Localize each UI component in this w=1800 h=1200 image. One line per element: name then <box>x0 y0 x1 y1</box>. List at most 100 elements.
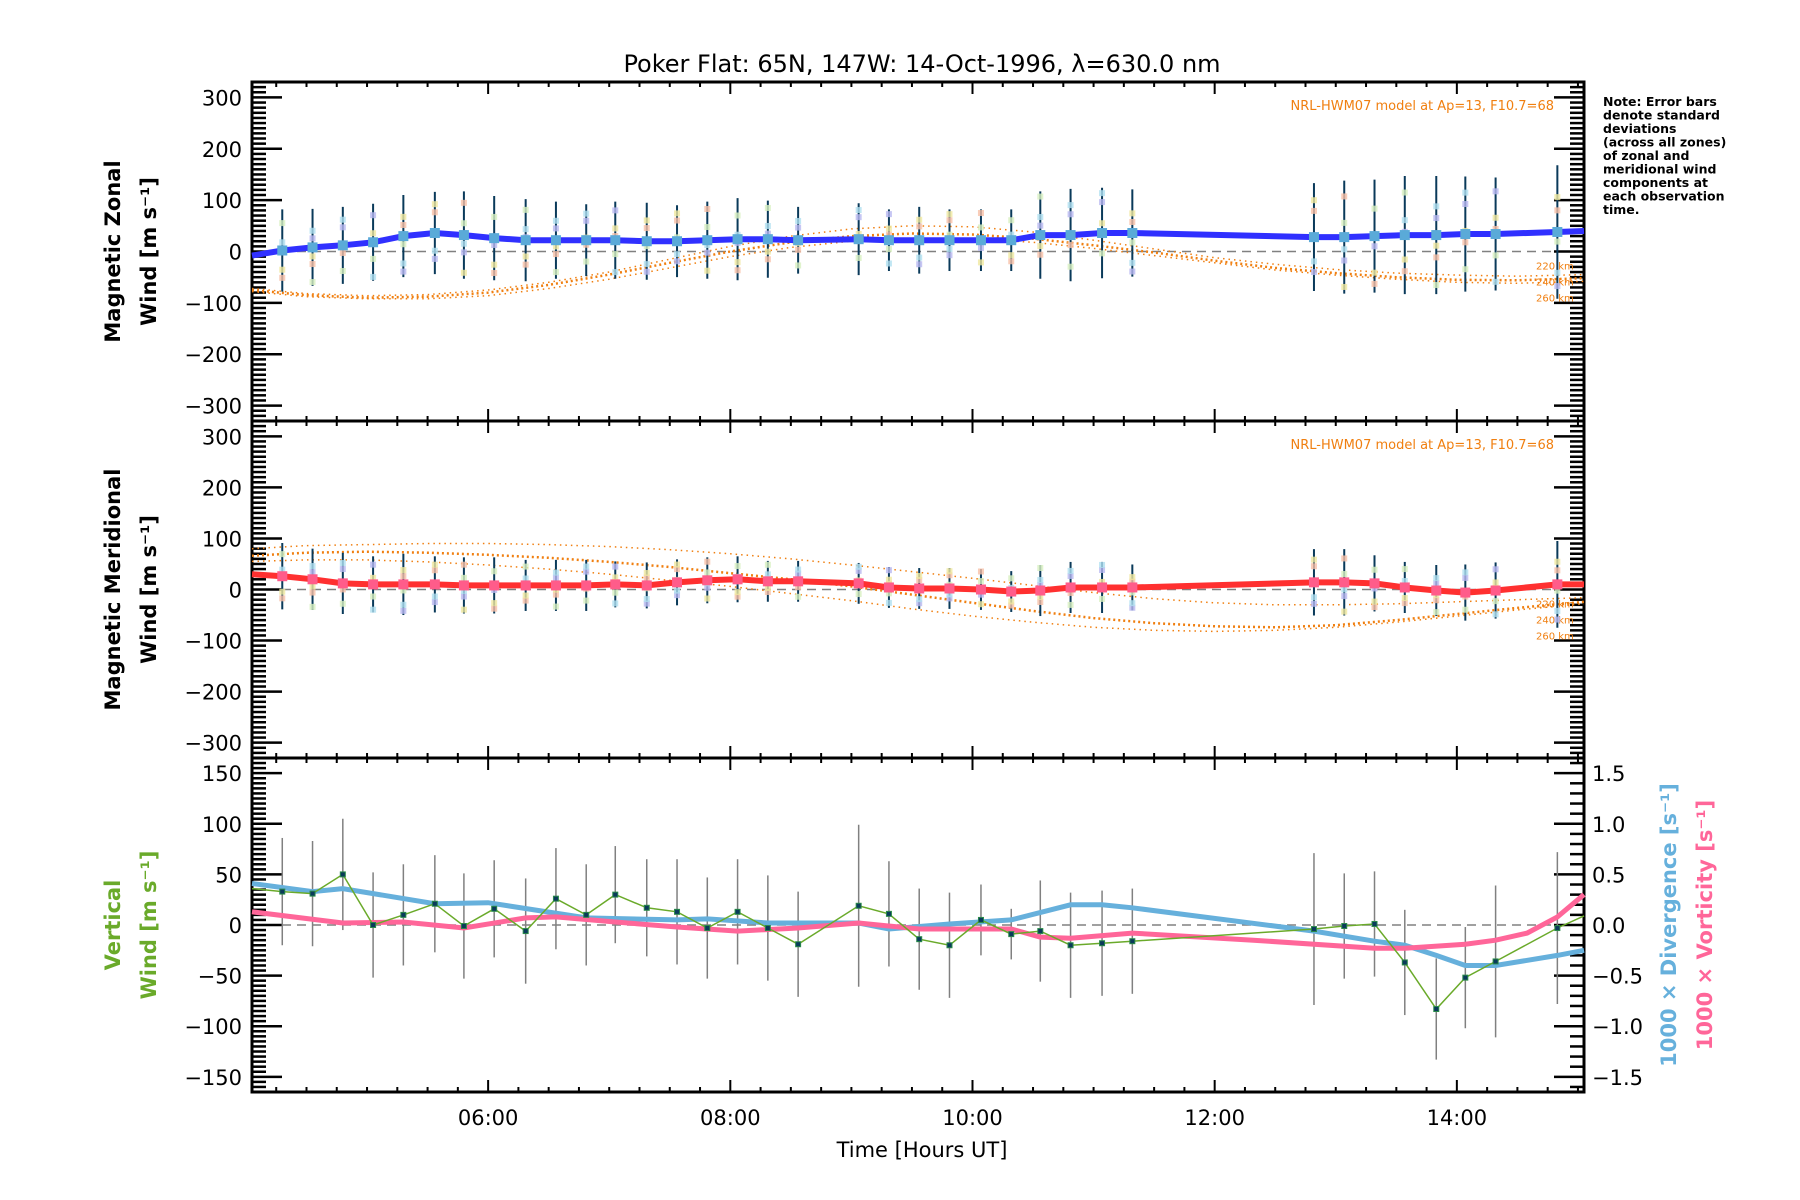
meridional-wind-point <box>520 580 531 591</box>
vertical-wind-point <box>583 911 590 918</box>
zone-marker <box>1492 579 1499 586</box>
zonal-wind-point <box>914 235 925 246</box>
zonal-wind-point <box>307 242 318 253</box>
zone-marker <box>339 249 346 256</box>
zone-marker <box>1462 574 1469 581</box>
zone-marker <box>460 220 467 227</box>
zone-marker <box>1341 283 1348 290</box>
vertical-wind-point <box>370 922 377 928</box>
zone-marker <box>431 247 438 254</box>
zone-marker <box>1462 266 1469 273</box>
zone-marker <box>643 261 650 268</box>
zonal-wind-point <box>489 233 500 244</box>
zone-marker <box>977 259 984 266</box>
zone-marker <box>1433 597 1440 604</box>
zone-marker <box>370 606 377 613</box>
zone-marker <box>1129 604 1136 611</box>
vertical-wind-point <box>734 908 741 915</box>
vertical-wind-point <box>1099 940 1106 947</box>
model-curve-260km <box>251 237 1585 300</box>
vertical-wind-point <box>1037 928 1044 935</box>
zone-marker <box>431 567 438 574</box>
zone-marker <box>855 254 862 261</box>
vertical-wind-point <box>1129 938 1136 945</box>
zone-marker <box>1341 257 1348 264</box>
vertical-wind-line <box>251 873 1585 1011</box>
zone-marker <box>1067 202 1074 209</box>
zone-marker <box>522 206 529 213</box>
zonal-wind-point <box>1006 235 1017 246</box>
meridional-wind-point <box>944 583 955 594</box>
zone-marker <box>1129 210 1136 217</box>
zone-marker <box>1371 604 1378 611</box>
zone-marker <box>1129 268 1136 275</box>
zone-marker <box>491 261 498 268</box>
y-tick-label: 50 <box>215 863 242 887</box>
zone-marker <box>764 256 771 263</box>
zonal-wind-point <box>277 245 288 256</box>
note-line: time. <box>1603 202 1640 217</box>
model-curve-240km <box>251 550 1585 629</box>
note-line: (across all zones) <box>1603 135 1726 150</box>
zone-marker <box>855 214 862 221</box>
y-tick-label: −150 <box>184 1066 242 1090</box>
zone-marker <box>370 273 377 280</box>
zone-marker <box>370 574 377 581</box>
zone-marker <box>946 568 953 575</box>
zone-marker <box>1462 239 1469 246</box>
zonal-wind-point <box>1065 230 1076 241</box>
zone-marker <box>400 213 407 220</box>
zone-marker <box>643 570 650 577</box>
zone-marker <box>946 211 953 218</box>
vertical-wind-point <box>612 891 619 898</box>
zone-marker <box>522 253 529 260</box>
zone-marker <box>309 279 316 286</box>
zone-marker <box>522 261 529 268</box>
y-tick-label: 150 <box>202 762 242 786</box>
zone-marker <box>1310 563 1317 570</box>
zone-marker <box>1492 566 1499 573</box>
zone-marker <box>1341 570 1348 577</box>
zone-marker <box>1433 254 1440 261</box>
zone-marker <box>795 584 802 591</box>
zone-marker <box>583 568 590 575</box>
zone-marker <box>1310 197 1317 204</box>
note-line: deviations <box>1603 121 1676 136</box>
zone-marker <box>885 246 892 253</box>
zone-marker <box>552 225 559 232</box>
zone-marker <box>279 551 286 558</box>
zone-marker <box>674 566 681 573</box>
vertical-wind-point <box>795 941 802 948</box>
zone-marker <box>1492 278 1499 285</box>
zone-marker <box>1310 600 1317 607</box>
y-axis-label-line2: Wind [m s⁻¹] <box>137 177 161 326</box>
meridional-wind-point <box>883 582 894 593</box>
vertical-wind-point <box>279 888 286 895</box>
zone-marker <box>400 241 407 248</box>
zone-marker <box>612 225 619 232</box>
meridional-wind-point <box>368 579 379 590</box>
zone-marker <box>855 567 862 574</box>
meridional-wind-point <box>1127 582 1138 593</box>
meridional-wind-point <box>581 580 592 591</box>
zone-marker <box>885 211 892 218</box>
y-tick-label: −100 <box>184 292 242 316</box>
zone-marker <box>339 224 346 231</box>
zone-marker <box>1401 595 1408 602</box>
zone-marker <box>1099 566 1106 573</box>
meridional-wind-point <box>550 580 561 591</box>
y-tick-label: −200 <box>184 681 242 705</box>
vertical-wind-point <box>1310 926 1317 933</box>
zone-marker <box>734 212 741 219</box>
zone-marker <box>279 588 286 595</box>
zone-marker <box>279 220 286 227</box>
meridional-wind-point <box>307 574 318 585</box>
zone-marker <box>885 225 892 232</box>
zone-marker <box>1341 246 1348 253</box>
meridional-wind-point <box>1460 587 1471 598</box>
vertical-wind-point <box>674 908 681 915</box>
zone-marker <box>1099 595 1106 602</box>
x-tick-label: 06:00 <box>458 1106 519 1130</box>
zone-marker <box>552 574 559 581</box>
zone-marker <box>1099 578 1106 585</box>
